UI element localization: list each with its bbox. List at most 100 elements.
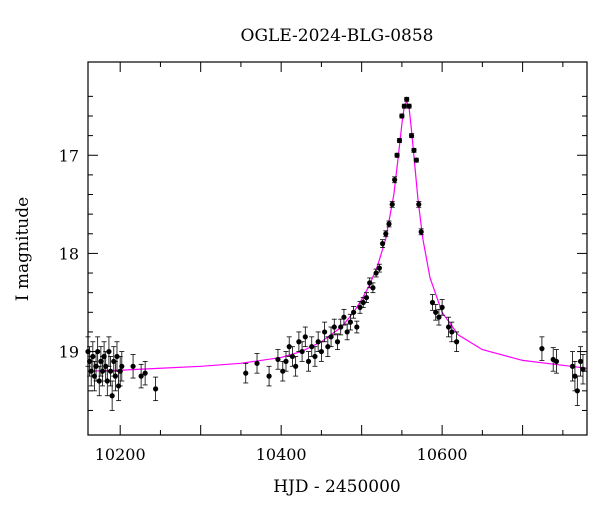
- data-point-marker: [114, 353, 120, 360]
- y-tick-label: 17: [59, 146, 79, 165]
- data-point: [334, 333, 341, 351]
- data-point: [379, 239, 386, 248]
- data-point-marker: [383, 231, 389, 237]
- data-point-marker: [439, 304, 445, 310]
- data-point-marker: [389, 201, 395, 207]
- data-point-marker: [367, 280, 373, 286]
- data-point-marker: [399, 113, 405, 119]
- data-point-marker: [296, 339, 302, 345]
- data-point: [347, 313, 353, 331]
- data-point: [341, 308, 347, 326]
- data-point: [130, 354, 136, 379]
- data-point-marker: [539, 346, 545, 352]
- data-point-marker: [392, 177, 398, 183]
- data-point: [112, 360, 118, 392]
- data-point: [429, 294, 436, 311]
- data-point-marker: [280, 368, 286, 374]
- axis-ticks: 10200 10400 10600 17 18 19: [59, 62, 587, 464]
- data-point: [449, 321, 455, 343]
- data-point: [315, 331, 321, 352]
- data-point: [383, 230, 389, 238]
- x-tick-label: 10200: [95, 445, 146, 464]
- data-point: [153, 376, 159, 402]
- data-point-marker: [318, 348, 325, 355]
- data-point: [266, 365, 272, 387]
- data-point-marker: [401, 103, 407, 109]
- data-point-marker: [325, 344, 331, 350]
- data-point: [243, 362, 249, 384]
- data-point-marker: [299, 348, 305, 355]
- data-point-marker: [106, 348, 112, 355]
- data-point-marker: [436, 314, 442, 320]
- data-point: [302, 326, 308, 348]
- data-point: [338, 318, 344, 336]
- data-point-marker: [416, 201, 422, 207]
- data-point: [106, 336, 112, 367]
- data-point-marker: [289, 353, 296, 360]
- data-point: [331, 318, 337, 336]
- data-point: [539, 336, 545, 361]
- data-point-marker: [138, 373, 144, 379]
- data-point-marker: [449, 329, 455, 335]
- data-point-marker: [354, 324, 360, 330]
- data-point-marker: [341, 314, 347, 320]
- data-point: [396, 137, 403, 144]
- y-axis-label: I magnitude: [13, 197, 33, 301]
- plot-area: [85, 96, 588, 411]
- data-point-marker: [142, 370, 148, 376]
- data-point-marker: [315, 339, 321, 345]
- data-point-marker: [104, 378, 110, 384]
- data-point: [433, 304, 439, 321]
- data-point: [350, 306, 357, 319]
- data-point: [283, 351, 289, 372]
- data-point: [445, 316, 452, 338]
- data-point-marker: [254, 360, 260, 366]
- data-point-marker: [580, 366, 586, 372]
- data-point: [389, 200, 395, 208]
- data-point-marker: [350, 309, 357, 315]
- data-point: [411, 147, 417, 153]
- data-point: [119, 351, 125, 382]
- data-point-marker: [130, 363, 136, 369]
- data-point-marker: [305, 358, 312, 364]
- data-point-marker: [266, 373, 272, 379]
- data-point-marker: [445, 324, 452, 330]
- data-point-marker: [347, 319, 353, 325]
- data-point: [312, 346, 318, 367]
- data-point: [322, 321, 328, 343]
- data-point: [280, 360, 286, 382]
- data-point: [408, 133, 415, 139]
- data-point-marker: [418, 229, 424, 235]
- data-point: [318, 341, 325, 362]
- data-point-marker: [379, 240, 386, 247]
- data-point: [553, 349, 560, 374]
- chart-title: OGLE-2024-BLG-0858: [241, 26, 434, 46]
- data-point: [399, 113, 405, 119]
- data-point-marker: [331, 324, 337, 330]
- data-point-marker: [344, 329, 350, 335]
- data-point: [305, 351, 312, 372]
- data-point: [401, 103, 407, 109]
- y-tick-label: 18: [59, 244, 79, 263]
- data-point-marker: [574, 388, 580, 394]
- data-point: [344, 323, 350, 341]
- data-point: [386, 220, 392, 228]
- data-point: [580, 354, 586, 385]
- data-point-marker: [283, 358, 289, 364]
- data-point-marker: [429, 299, 436, 306]
- plot-frame: [87, 61, 588, 436]
- x-tick-label: 10600: [417, 445, 468, 464]
- data-point: [454, 331, 460, 352]
- data-point-marker: [243, 370, 249, 376]
- data-point: [404, 96, 410, 102]
- data-point: [416, 200, 422, 208]
- model-curve: [87, 99, 588, 372]
- y-tick-label: 19: [59, 343, 79, 362]
- data-point: [406, 103, 412, 109]
- data-point: [376, 263, 382, 273]
- x-tick-label: 10400: [256, 445, 307, 464]
- data-point-marker: [107, 368, 114, 374]
- data-point-marker: [302, 334, 308, 340]
- data-point: [363, 292, 370, 303]
